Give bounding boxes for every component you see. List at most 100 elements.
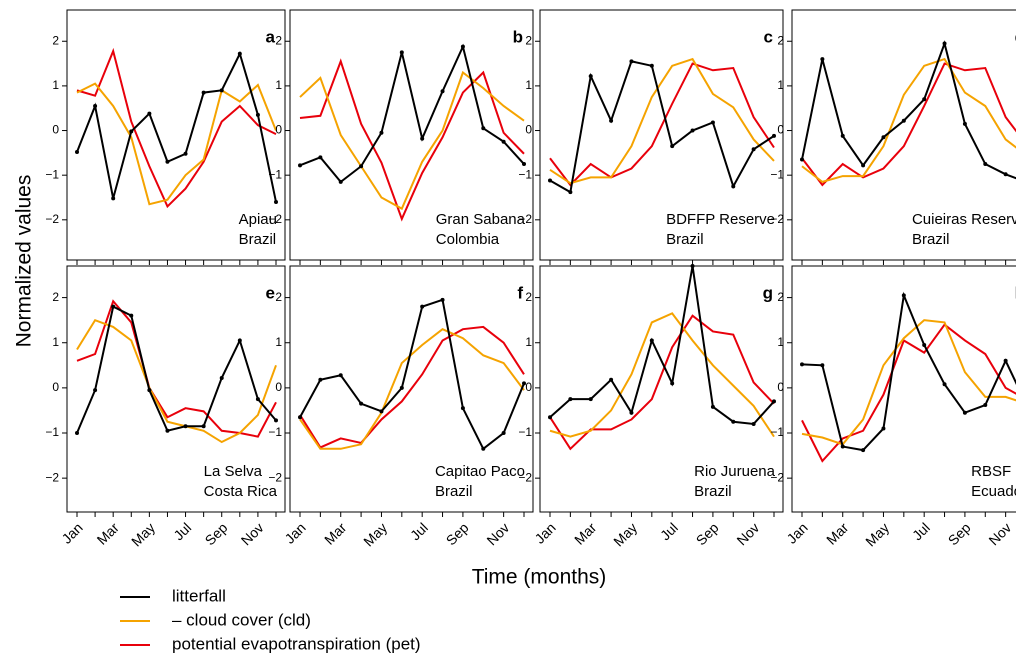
series-line	[299, 58, 525, 222]
panel-letter: b	[513, 27, 523, 46]
y-tick-label: 1	[275, 335, 282, 349]
y-tick-label: 1	[777, 335, 784, 349]
point	[772, 399, 776, 404]
point	[690, 264, 695, 268]
x-tick-label: Jul	[170, 519, 194, 543]
point	[183, 151, 188, 156]
point	[201, 90, 206, 95]
point	[399, 385, 404, 390]
point	[183, 424, 188, 429]
x-tick-label: Jul	[407, 519, 431, 543]
x-tick-label: Sep	[443, 519, 472, 548]
series-line	[801, 62, 1016, 187]
point	[942, 382, 947, 387]
x-tick-label: Nov	[483, 519, 512, 548]
y-tick-label: −1	[45, 167, 59, 181]
site-label: Capitao Paco	[435, 463, 525, 480]
y-tick-label: 2	[777, 290, 784, 304]
panel-letter: h	[1015, 283, 1016, 302]
y-tick-label: −1	[45, 425, 59, 439]
y-tick-label: 1	[275, 78, 282, 92]
series-line	[76, 47, 277, 209]
point	[274, 418, 278, 423]
point	[501, 139, 506, 144]
point	[440, 89, 445, 94]
site-label: Apiau	[239, 211, 277, 228]
site-label: BDFFP Reserve	[666, 211, 775, 228]
y-tick-label: −1	[518, 167, 532, 181]
site-label: Brazil	[666, 231, 704, 248]
y-tick-label: 1	[525, 78, 532, 92]
series-line	[76, 299, 277, 438]
point	[772, 133, 776, 138]
point	[922, 97, 927, 102]
point	[481, 446, 486, 451]
point	[881, 135, 886, 140]
y-tick-label: −2	[770, 212, 784, 226]
point	[237, 51, 242, 56]
y-tick-label: −2	[770, 470, 784, 484]
point	[800, 362, 804, 367]
series-line	[76, 318, 277, 444]
series-line	[299, 328, 525, 450]
y-tick-label: −2	[45, 470, 59, 484]
point	[460, 44, 465, 49]
y-tick-label: 1	[52, 335, 59, 349]
series-line	[76, 82, 277, 206]
y-tick-label: 0	[52, 123, 59, 137]
point	[840, 133, 845, 138]
y-tick-label: 0	[275, 123, 282, 137]
point	[690, 128, 695, 133]
panel-letter: e	[266, 283, 275, 302]
point	[399, 50, 404, 55]
series-line	[801, 40, 1016, 180]
site-label: La Selva	[204, 463, 263, 480]
point	[670, 144, 675, 149]
x-tick-label: May	[862, 519, 892, 549]
panel-frame	[539, 265, 784, 513]
point	[237, 338, 242, 343]
point	[861, 163, 866, 168]
panel-letter: g	[763, 283, 773, 302]
site-label: Costa Rica	[204, 483, 278, 500]
point	[359, 401, 364, 406]
point	[111, 196, 116, 201]
point	[670, 381, 675, 386]
point	[710, 120, 715, 125]
y-tick-label: 0	[525, 380, 532, 394]
y-tick-label: −2	[268, 470, 282, 484]
x-tick-label: Jul	[909, 519, 933, 543]
panel-frame	[66, 9, 286, 261]
point	[318, 155, 323, 160]
point	[501, 431, 506, 436]
y-tick-label: −2	[518, 470, 532, 484]
y-tick-label: 2	[52, 33, 59, 47]
panel: −2 −1 0 1 2 Jan Mar May Jul Sep Nov f Capitao Paco Br…	[268, 265, 534, 549]
panel-letter: a	[266, 27, 276, 46]
point	[922, 342, 927, 347]
y-tick-label: 2	[525, 33, 532, 47]
point	[820, 363, 825, 368]
point	[548, 178, 552, 183]
point	[983, 403, 988, 408]
panel-letter: d	[1015, 27, 1016, 46]
point	[255, 397, 260, 402]
point	[75, 431, 79, 436]
point	[800, 157, 804, 162]
point	[1003, 172, 1008, 177]
series-line	[549, 312, 775, 438]
y-tick-label: 0	[525, 123, 532, 137]
site-label: Colombia	[436, 231, 500, 248]
site-label: Ecuador	[971, 483, 1016, 500]
y-tick-label: 1	[525, 335, 532, 349]
x-tick-label: Mar	[823, 519, 852, 548]
point	[609, 377, 614, 382]
x-tick-label: Nov	[238, 519, 267, 548]
panel-frame	[66, 265, 286, 513]
series-line	[549, 265, 775, 426]
x-tick-label: Jan	[281, 519, 308, 546]
y-tick-label: −2	[518, 212, 532, 226]
